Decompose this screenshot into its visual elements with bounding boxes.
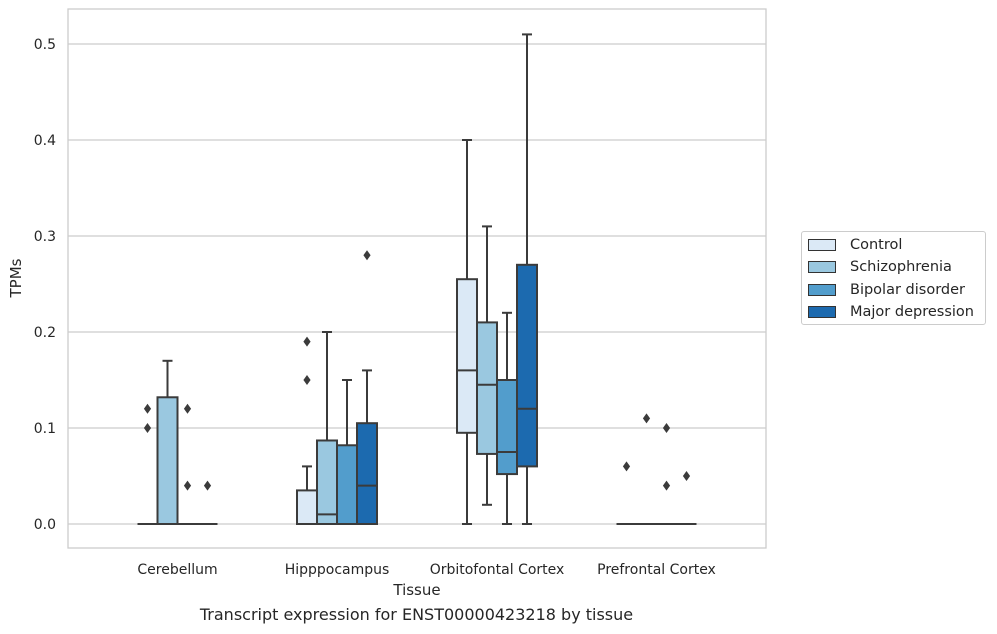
box-schizophrenia-prefrontal-cortex — [636, 413, 657, 525]
outlier-point — [183, 403, 192, 414]
box-major-depression-prefrontal-cortex — [676, 471, 697, 525]
legend-swatch-bipolar-disorder — [808, 284, 836, 296]
y-tick-labels: 0.0 0.1 0.2 0.3 0.4 0.5 — [34, 37, 56, 533]
box-control-orbitofontal-cortex — [456, 139, 478, 525]
outlier-point — [662, 480, 671, 491]
outlier-point — [662, 423, 671, 433]
box-body — [476, 321, 498, 455]
legend-item-schizophrenia: Schizophrenia — [808, 257, 952, 277]
x-axis-title: Tissue — [392, 581, 440, 599]
y-tick-label: 0.3 — [34, 229, 56, 245]
x-tick-label: Prefrontal Cortex — [597, 562, 716, 578]
legend-label-control: Control — [850, 237, 903, 253]
box-bipolar-disorder-prefrontal-cortex — [656, 423, 677, 525]
y-tick-label: 0.5 — [34, 37, 56, 53]
outlier-point — [203, 480, 212, 491]
box-body — [496, 379, 518, 476]
legend-label-schizophrenia: Schizophrenia — [850, 259, 952, 275]
box-bipolar-disorder-hipppocampus — [336, 379, 358, 525]
box-schizophrenia-orbitofontal-cortex — [476, 225, 498, 506]
legend-item-major-depression: Major depression — [808, 302, 974, 322]
legend: Control Schizophrenia Bipolar disorder M… — [801, 231, 986, 325]
outlier-point — [363, 250, 371, 261]
x-tick-labels: Cerebellum Hipppocampus Orbitofontal Corte… — [137, 562, 715, 578]
y-tick-label: 0.0 — [34, 517, 56, 533]
y-tick-label: 0.1 — [34, 421, 56, 437]
outlier-point — [682, 471, 691, 481]
box-body — [316, 439, 338, 526]
outlier-point — [183, 480, 192, 491]
outlier-point — [303, 375, 311, 385]
outlier-point — [622, 461, 631, 472]
box-schizophrenia-cerebellum — [156, 359, 179, 525]
box-body — [296, 489, 318, 525]
legend-label-major-depression: Major depression — [850, 304, 974, 320]
legend-item-control: Control — [808, 235, 902, 255]
outlier-point — [143, 423, 152, 433]
box-body — [336, 444, 358, 525]
legend-label-bipolar-disorder: Bipolar disorder — [850, 282, 965, 298]
box-major-depression-orbitofontal-cortex — [516, 33, 538, 525]
box-major-depression-hipppocampus — [356, 250, 378, 526]
chart-caption: Transcript expression for ENST0000042321… — [199, 605, 634, 624]
box-control-prefrontal-cortex — [616, 461, 637, 525]
box-schizophrenia-hipppocampus — [316, 331, 338, 526]
legend-item-bipolar-disorder: Bipolar disorder — [808, 280, 965, 300]
box-body — [156, 396, 179, 525]
legend-swatch-schizophrenia — [808, 261, 836, 273]
box-control-cerebellum — [137, 403, 158, 525]
legend-swatch-major-depression — [808, 306, 836, 318]
outlier-point — [143, 403, 152, 414]
legend-swatch-control — [808, 239, 836, 251]
box-body — [516, 263, 538, 468]
outlier-point — [303, 336, 311, 347]
x-tick-label: Orbitofontal Cortex — [430, 562, 565, 578]
box-major-depression-cerebellum — [197, 480, 218, 525]
box-body — [356, 422, 378, 526]
y-axis-title: TPMs — [7, 258, 25, 298]
outlier-point — [642, 413, 651, 424]
box-body — [456, 278, 478, 434]
box-layer — [137, 33, 697, 526]
box-control-hipppocampus — [296, 336, 318, 525]
plot-frame — [67, 8, 767, 549]
box-bipolar-disorder-cerebellum — [177, 403, 198, 525]
y-tick-label: 0.2 — [34, 325, 56, 341]
x-tick-label: Hipppocampus — [285, 562, 390, 578]
box-bipolar-disorder-orbitofontal-cortex — [496, 311, 518, 525]
x-tick-label: Cerebellum — [137, 562, 217, 578]
y-tick-label: 0.4 — [34, 133, 56, 149]
